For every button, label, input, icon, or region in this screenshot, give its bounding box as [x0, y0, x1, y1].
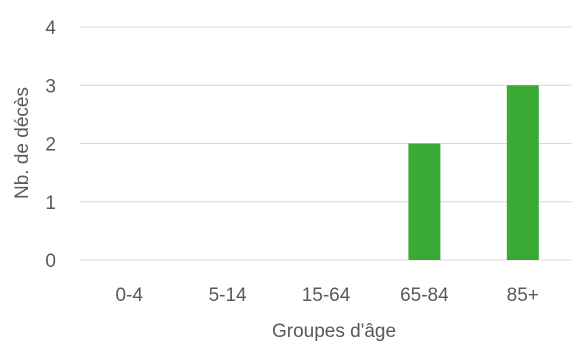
- x-tick-label: 65-84: [400, 285, 449, 306]
- y-axis-title: Nb. de décès: [12, 87, 33, 199]
- y-tick-label: 2: [45, 135, 56, 156]
- x-axis-ticks: 0-4 5-14 15-64 65-84 85+: [115, 285, 538, 306]
- y-axis-ticks: 0 1 2 3 4: [45, 18, 56, 272]
- bars: [408, 85, 539, 260]
- x-tick-label: 85+: [507, 285, 539, 306]
- bar-65-84: [408, 143, 441, 260]
- x-tick-label: 0-4: [115, 285, 143, 306]
- x-tick-label: 15-64: [302, 285, 351, 306]
- y-tick-label: 3: [45, 76, 56, 97]
- y-tick-label: 1: [45, 193, 56, 214]
- x-tick-label: 5-14: [209, 285, 247, 306]
- x-axis-title: Groupes d'âge: [272, 321, 396, 342]
- y-tick-label: 0: [45, 251, 56, 272]
- y-tick-label: 4: [45, 18, 56, 39]
- bar-85+: [506, 85, 539, 260]
- gridlines: [80, 26, 572, 261]
